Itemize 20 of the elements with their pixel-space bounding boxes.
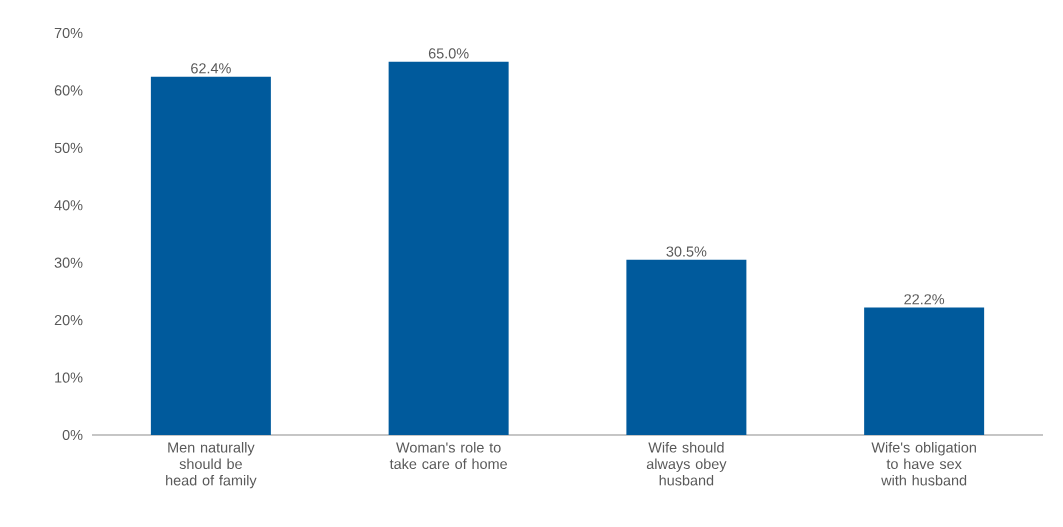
- y-tick-label: 20%: [54, 315, 83, 326]
- bar: [388, 61, 509, 435]
- x-tick-label: Wife should always obey husband: [646, 442, 727, 486]
- data-label: 65.0%: [428, 48, 469, 59]
- y-tick-label: 40%: [54, 200, 83, 211]
- data-label: 22.2%: [904, 294, 945, 305]
- y-tick-label: 70%: [54, 27, 83, 39]
- x-tick-label: Men naturally should be head of family: [166, 442, 257, 489]
- y-tick-label: 10%: [55, 372, 83, 383]
- bar: [150, 76, 271, 435]
- bar: [864, 307, 985, 435]
- data-label: 30.5%: [666, 246, 707, 257]
- y-tick-label: 0%: [62, 429, 83, 441]
- data-label: 62.4%: [191, 63, 231, 74]
- y-tick-label: 60%: [54, 85, 83, 96]
- bar: [626, 259, 747, 435]
- y-tick-label: 50%: [54, 142, 83, 153]
- x-tick-label: Woman's role to take care of home: [389, 442, 507, 470]
- y-tick-label: 30%: [54, 257, 83, 268]
- x-tick-label: Wife's obligation to have sex with husband: [871, 442, 976, 486]
